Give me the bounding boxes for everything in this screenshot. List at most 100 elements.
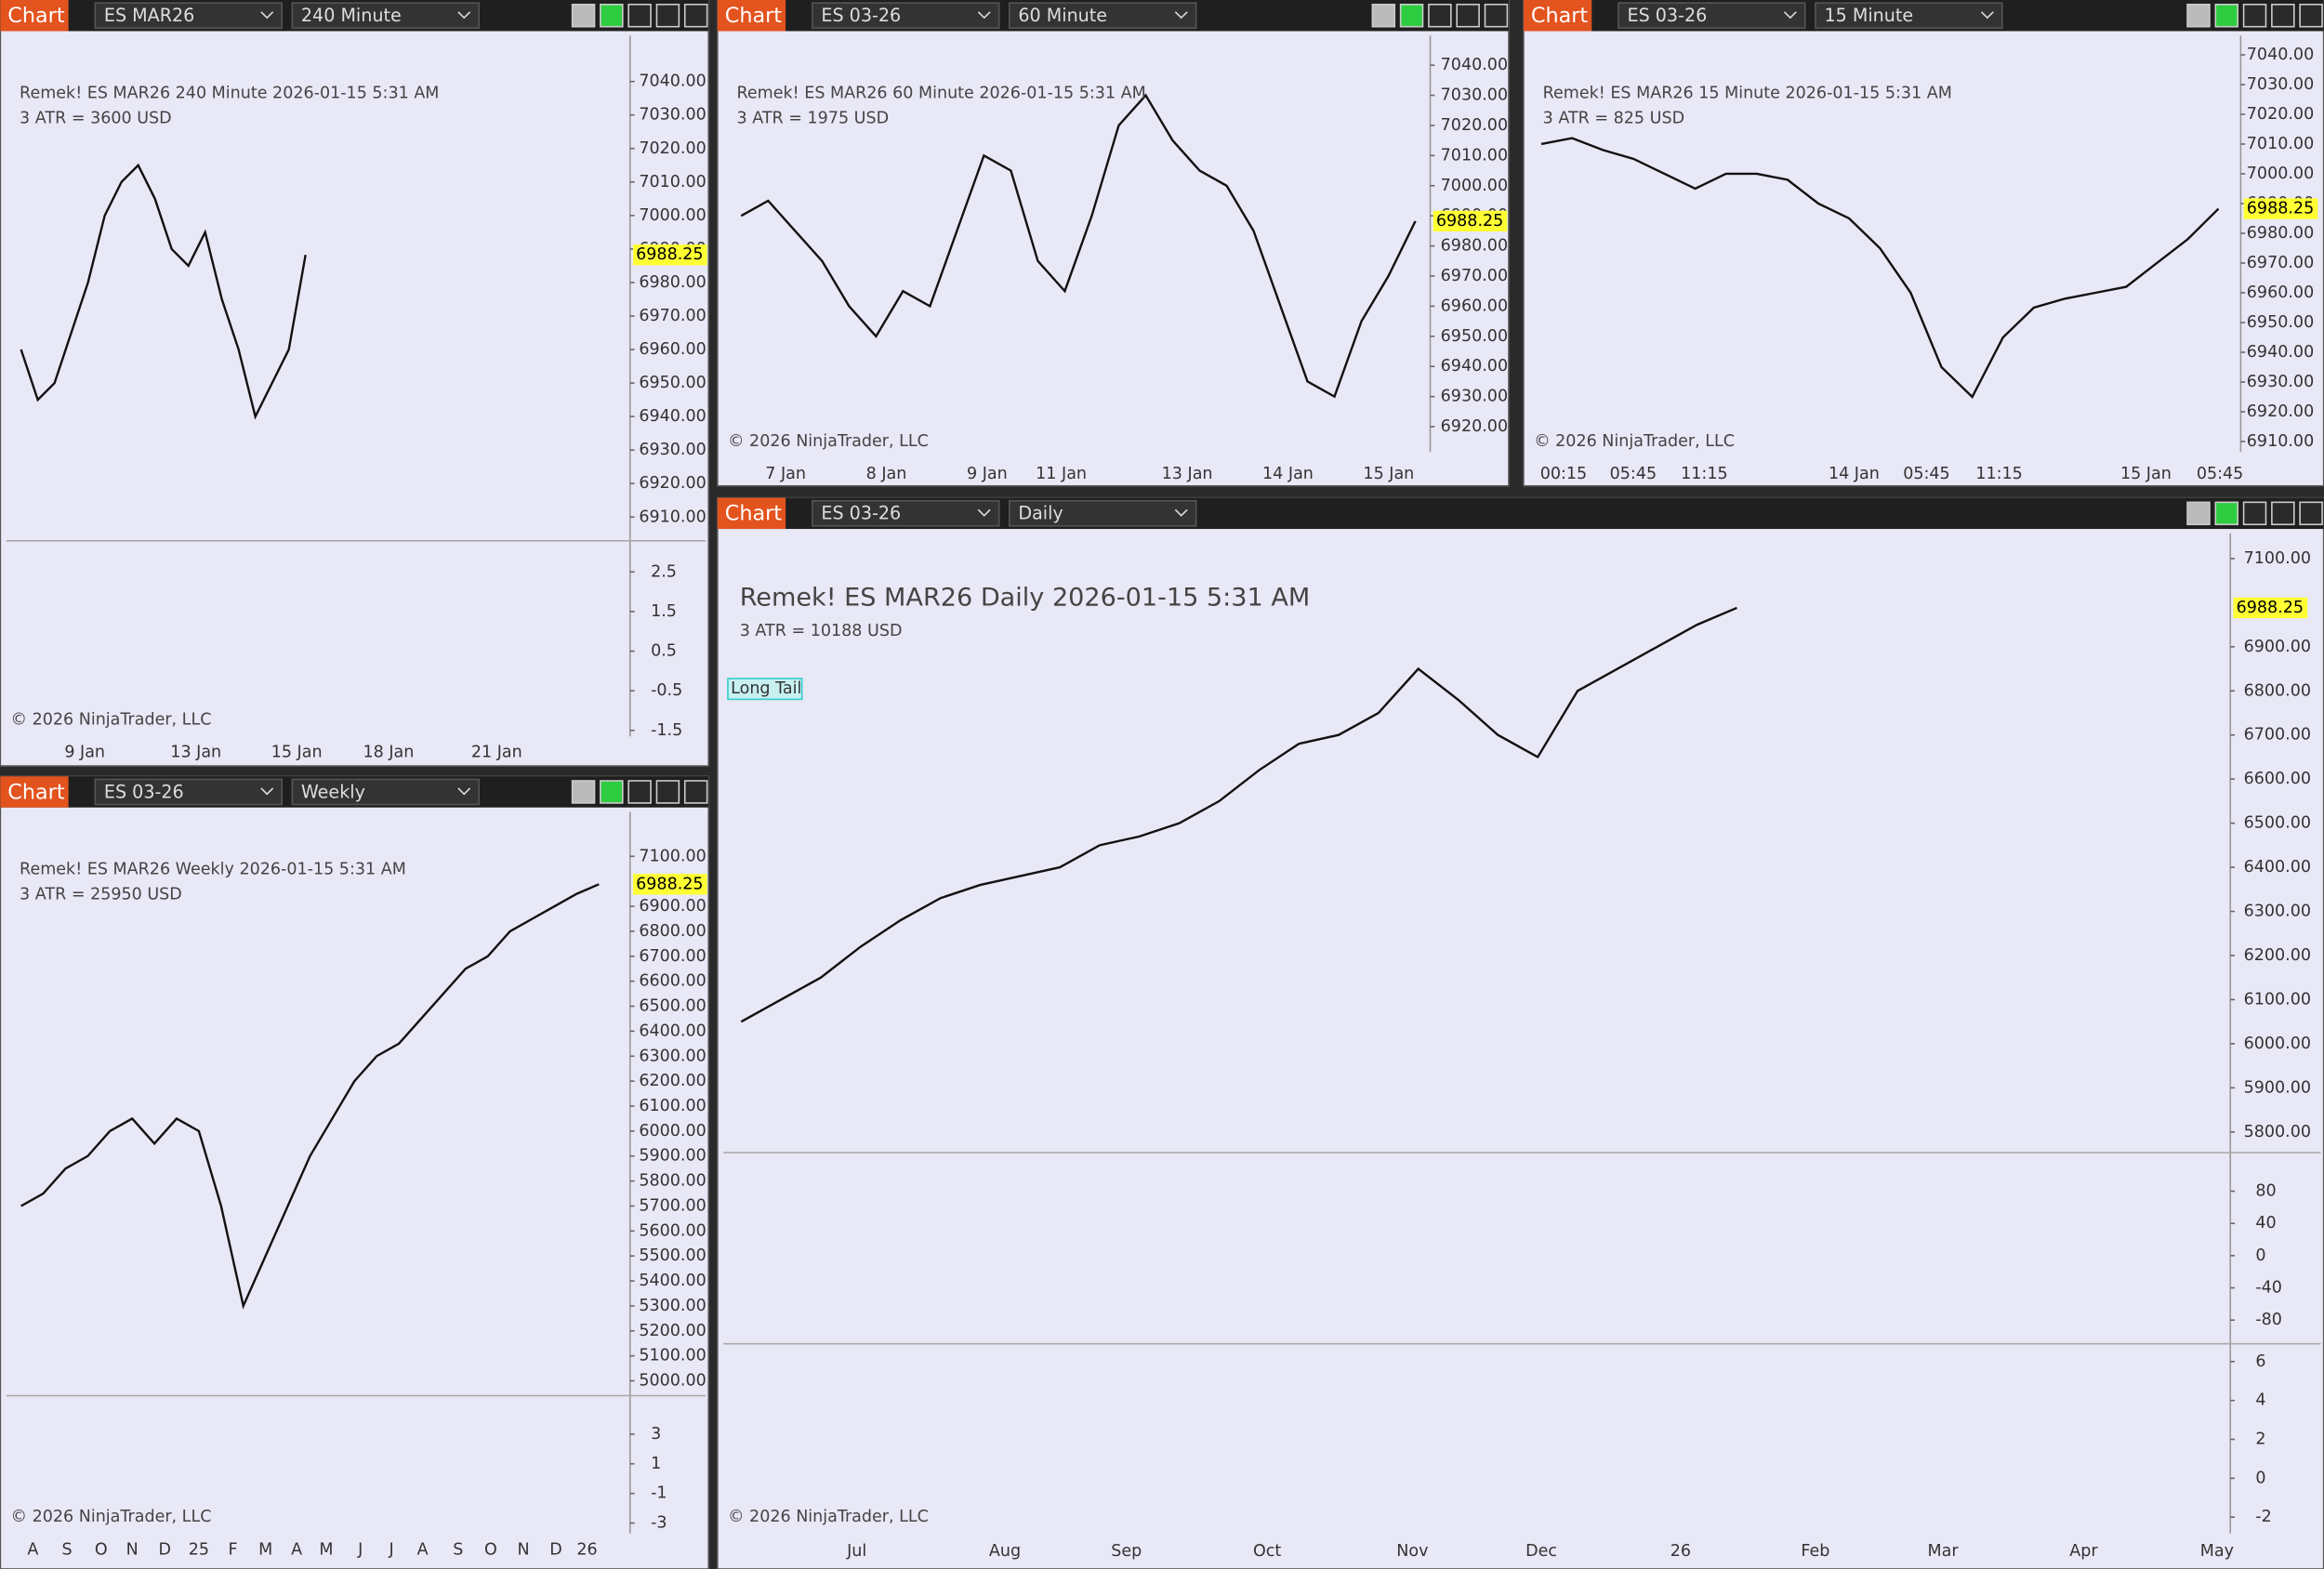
- interval-label[interactable]: 60 Minute: [1018, 5, 1107, 26]
- instrument-dropdown[interactable]: [812, 499, 1000, 527]
- chart-tab-label[interactable]: Chart: [7, 780, 65, 804]
- chart-tab[interactable]: [717, 497, 786, 530]
- window-button[interactable]: [571, 3, 596, 28]
- dropdown-arrow: [1980, 11, 1994, 20]
- y-tick-label: 6920.00: [639, 474, 706, 493]
- x-tick-label: Aug: [989, 1542, 1021, 1561]
- copyright: © 2026 NinjaTrader, LLC: [10, 711, 211, 730]
- y-tick-label: 7100.00: [2244, 549, 2311, 568]
- chart-tab[interactable]: [717, 0, 786, 32]
- instrument-dropdown[interactable]: [94, 778, 283, 806]
- window-button[interactable]: [2271, 3, 2295, 28]
- chart-header: Remek! ES MAR26 15 Minute 2026-01-15 5:3…: [1543, 84, 1952, 102]
- chart-tab-label[interactable]: Chart: [7, 4, 65, 28]
- y-tick-label: 6200.00: [2244, 946, 2311, 965]
- interval-dropdown[interactable]: [1009, 499, 1197, 527]
- window-button[interactable]: [2242, 501, 2267, 526]
- interval-dropdown[interactable]: [1009, 2, 1197, 30]
- y-tick-label: 6100.00: [639, 1097, 706, 1115]
- chart-window: [1523, 0, 2324, 487]
- y-tick-label: 6970.00: [639, 307, 706, 325]
- window-button[interactable]: [2242, 3, 2267, 28]
- instrument-label[interactable]: ES 03-26: [821, 503, 901, 524]
- interval-label[interactable]: Weekly: [301, 781, 365, 802]
- y-tick-label: 5800.00: [639, 1172, 706, 1191]
- y-tick-label: 6600.00: [2244, 770, 2311, 788]
- last-price-box: [632, 244, 707, 266]
- window-button[interactable]: [600, 780, 624, 804]
- instrument-label[interactable]: ES 03-26: [1628, 5, 1708, 26]
- instrument-label[interactable]: ES 03-26: [821, 5, 901, 26]
- window-button[interactable]: [2271, 501, 2295, 526]
- window-button[interactable]: [655, 3, 680, 28]
- interval-dropdown[interactable]: [291, 2, 480, 30]
- y-tick-label: 7030.00: [639, 106, 706, 125]
- indicator-tick-label: 1.5: [651, 602, 677, 621]
- window-button[interactable]: [2214, 3, 2239, 28]
- y-tick-label: 6200.00: [639, 1072, 706, 1090]
- instrument-dropdown[interactable]: [94, 2, 283, 30]
- dropdown-arrow: [260, 11, 274, 20]
- window-button[interactable]: [655, 780, 680, 804]
- window-button[interactable]: [2299, 501, 2323, 526]
- window-button[interactable]: [1371, 3, 1396, 28]
- last-price-box: [1433, 210, 1508, 232]
- window-button[interactable]: [1399, 3, 1424, 28]
- y-tick-label: 5500.00: [639, 1246, 706, 1265]
- window-button[interactable]: [2299, 3, 2323, 28]
- indicator-tick-label: 0.5: [651, 642, 677, 661]
- window-button[interactable]: [2186, 501, 2211, 526]
- interval-label[interactable]: 15 Minute: [1824, 5, 1913, 26]
- instrument-label[interactable]: ES MAR26: [104, 5, 194, 26]
- chart-tab[interactable]: [1523, 0, 1592, 32]
- interval-label[interactable]: 240 Minute: [301, 5, 402, 26]
- chart-header: Remek! ES MAR26 60 Minute 2026-01-15 5:3…: [737, 84, 1146, 102]
- interval-dropdown[interactable]: [1815, 2, 2003, 30]
- window-button[interactable]: [1456, 3, 1480, 28]
- indicator-tick-label: -3: [651, 1514, 667, 1533]
- y-tick-label: 6970.00: [1441, 267, 1508, 285]
- window-button[interactable]: [627, 780, 652, 804]
- window-button[interactable]: [2186, 3, 2211, 28]
- x-tick-label: 26: [576, 1540, 597, 1559]
- window-button[interactable]: [683, 780, 708, 804]
- last-price-box: [2243, 198, 2318, 219]
- y-tick-label: 7010.00: [2247, 135, 2314, 153]
- atr-label: 3 ATR = 25950 USD: [20, 886, 182, 904]
- window-button[interactable]: [571, 780, 596, 804]
- x-tick-label: D: [159, 1540, 172, 1559]
- window-button[interactable]: [627, 3, 652, 28]
- indicator-tick-label: 80: [2255, 1182, 2276, 1201]
- y-tick-label: 5400.00: [639, 1272, 706, 1290]
- interval-label[interactable]: Daily: [1018, 503, 1063, 524]
- y-tick-label: 7100.00: [639, 847, 706, 865]
- instrument-dropdown[interactable]: [812, 2, 1000, 30]
- y-tick-label: 6970.00: [2247, 254, 2314, 272]
- interval-dropdown[interactable]: [291, 778, 480, 806]
- chart-tab-label[interactable]: Chart: [1531, 4, 1589, 28]
- y-tick-label: 6920.00: [2247, 402, 2314, 421]
- window-button[interactable]: [683, 3, 708, 28]
- window-button[interactable]: [600, 3, 624, 28]
- y-tick-label: 6950.00: [2247, 313, 2314, 332]
- chart-tab[interactable]: [0, 776, 69, 808]
- x-tick-label: 18 Jan: [363, 744, 415, 762]
- window-button[interactable]: [2214, 501, 2239, 526]
- window-button[interactable]: [1484, 3, 1509, 28]
- instrument-dropdown[interactable]: [1618, 2, 1806, 30]
- y-tick-label: 5700.00: [639, 1196, 706, 1215]
- x-tick-label: M: [258, 1540, 272, 1559]
- y-tick-label: 5900.00: [639, 1147, 706, 1166]
- y-tick-label: 6500.00: [2244, 814, 2311, 833]
- chart-tab-label[interactable]: Chart: [725, 4, 783, 28]
- copyright: © 2026 NinjaTrader, LLC: [728, 432, 929, 451]
- y-tick-label: 7030.00: [1441, 86, 1508, 105]
- chart-tab[interactable]: [0, 0, 69, 32]
- window-button[interactable]: [1428, 3, 1452, 28]
- chart-tab-label[interactable]: Chart: [725, 502, 783, 526]
- x-tick-label: 00:15: [1540, 465, 1587, 483]
- y-tick-label: 7000.00: [2247, 165, 2314, 183]
- instrument-label[interactable]: ES 03-26: [104, 781, 184, 802]
